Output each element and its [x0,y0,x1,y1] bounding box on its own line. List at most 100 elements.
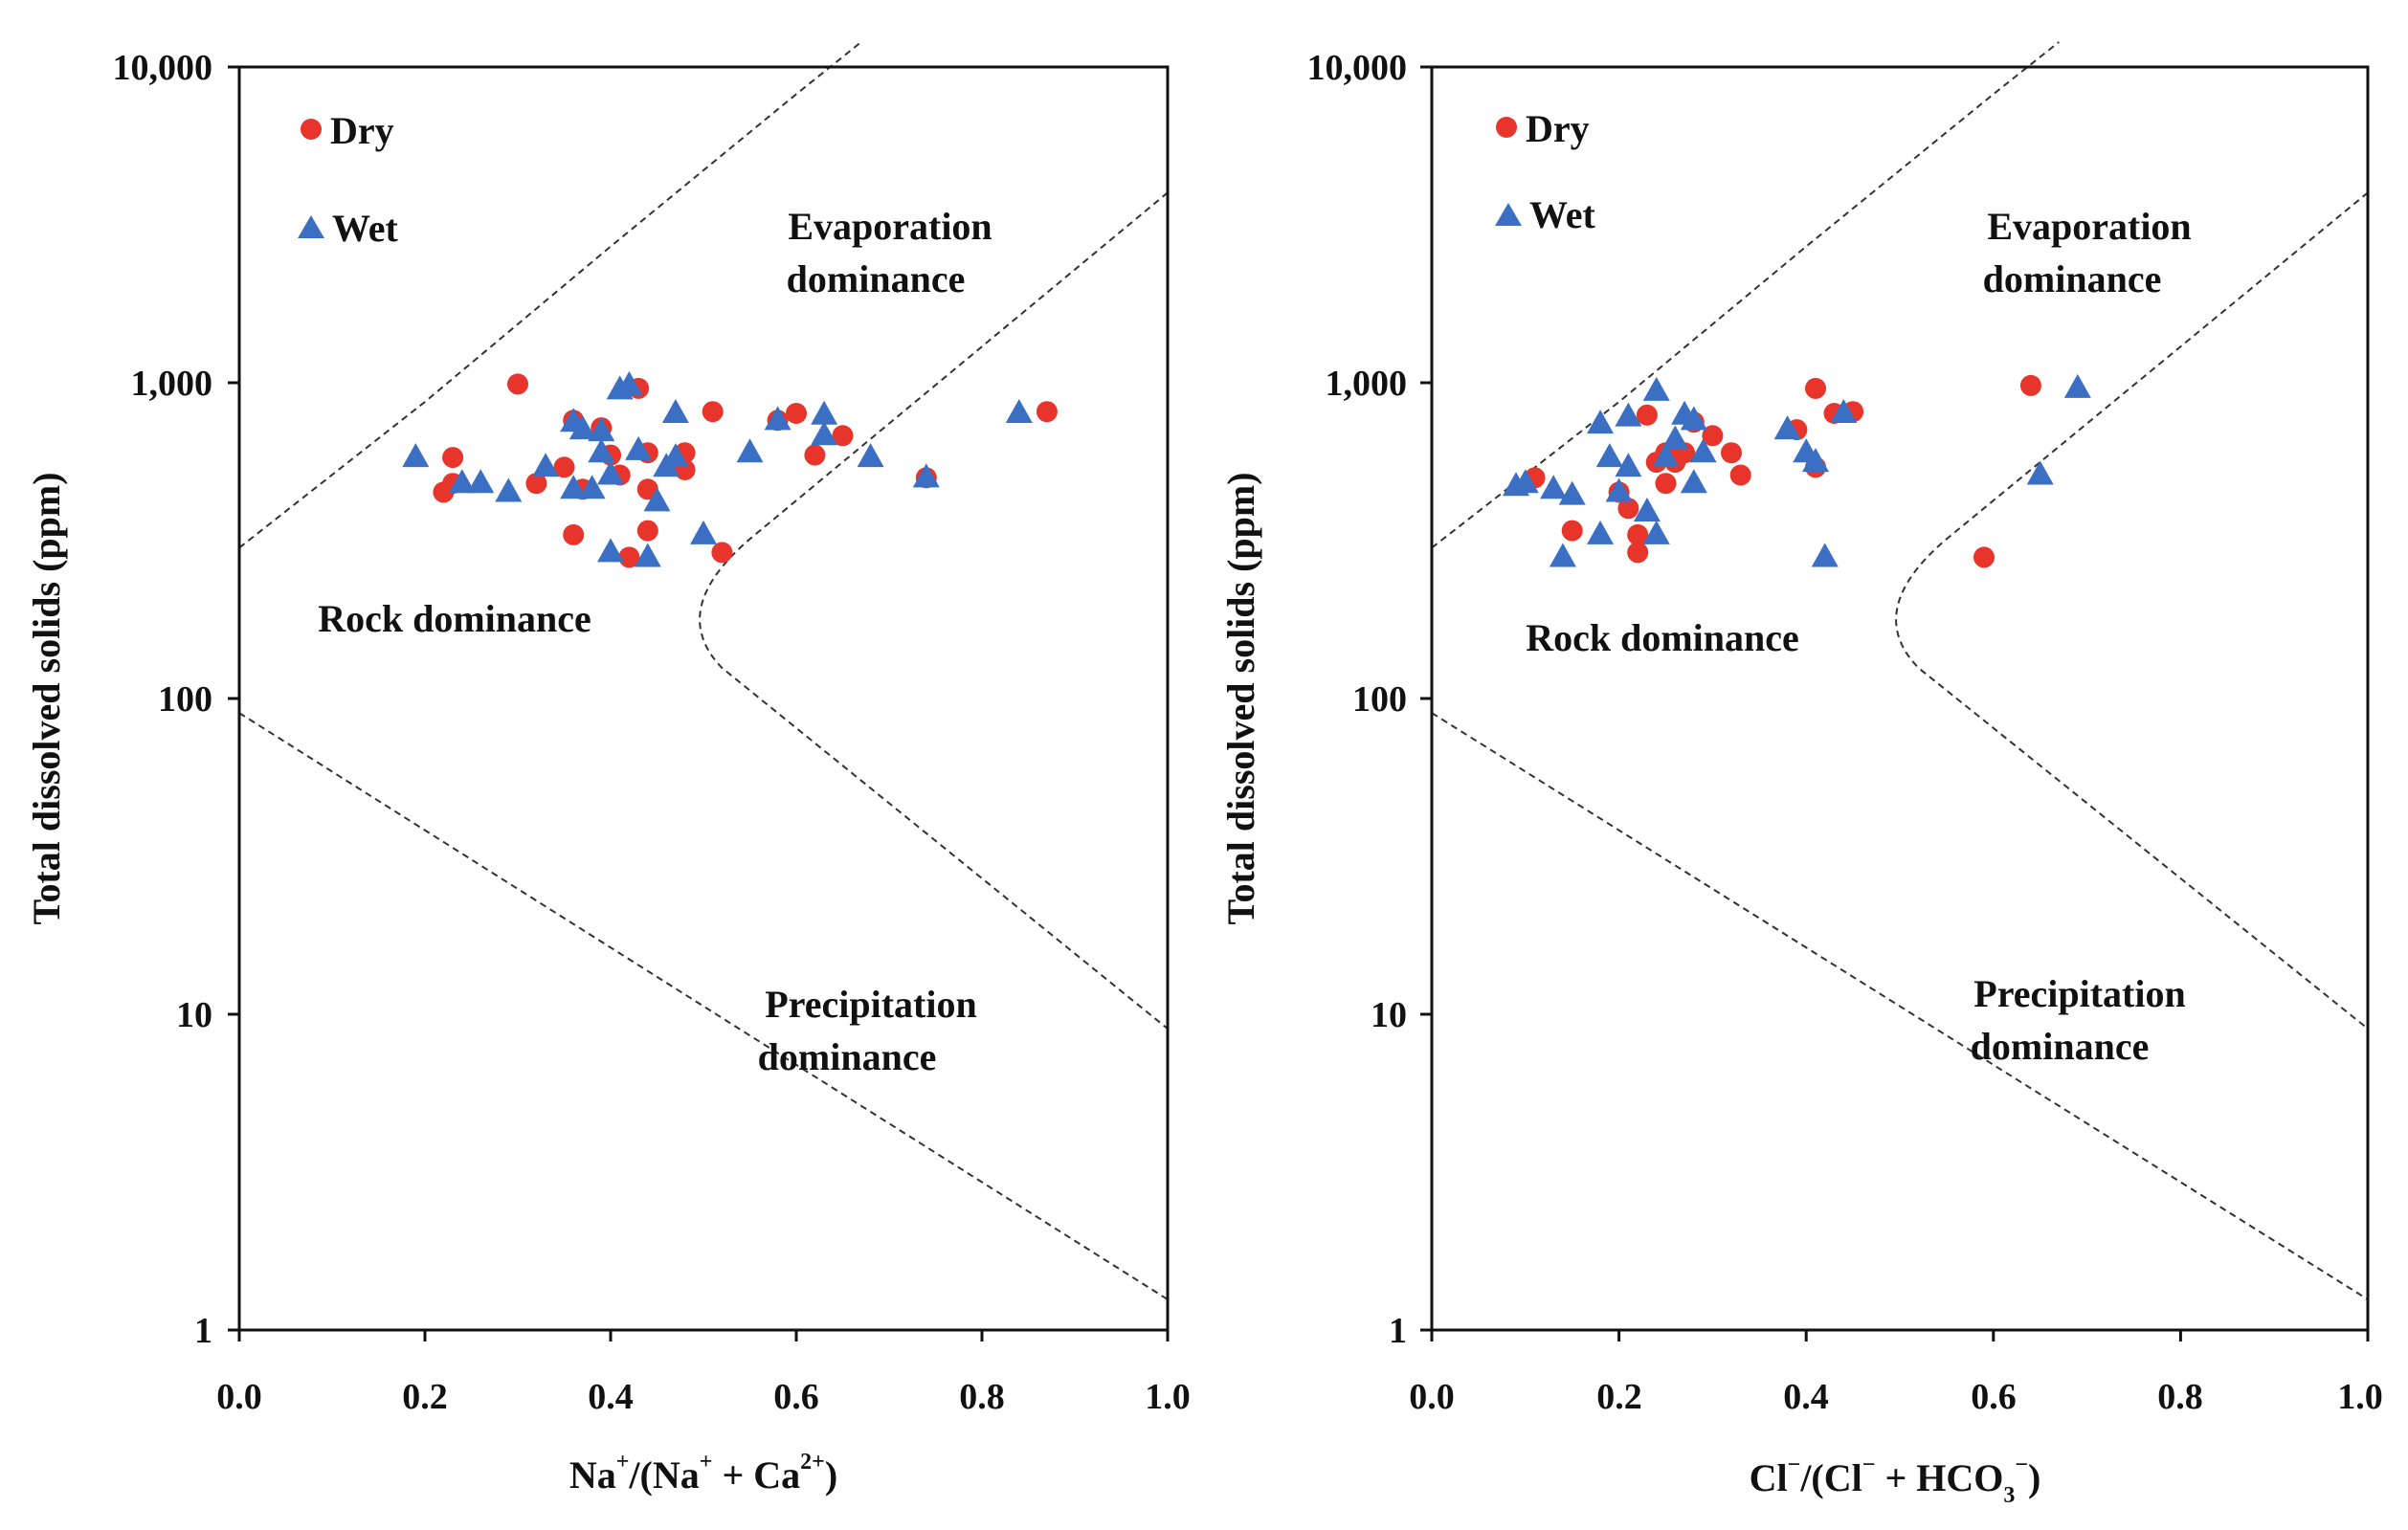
wet-point [736,438,764,463]
precipitation-label: dominance [758,1035,937,1078]
wet-point [448,469,476,494]
y-tick-label: 10,000 [113,48,213,88]
wet-point [569,415,596,440]
precipitation-boundary-curve [1431,191,2369,1300]
wet-point [1558,480,1586,505]
precipitation-boundary-curve [238,191,1169,1300]
wet-point [1595,443,1623,468]
x-tick-label: 0.0 [1409,1377,1455,1417]
dry-point [1805,377,1826,399]
dry-point [553,456,575,478]
dry-point [636,520,658,542]
x-ticks-left [237,1330,1170,1342]
rock-dominance-label: Rock dominance [318,597,591,640]
wet-point [1689,438,1717,463]
x-tick-label: 1.0 [2337,1377,2383,1417]
y-axis-title: Total dissolved solids (ppm) [25,472,68,924]
wet-point [625,435,653,460]
y-tick-label: 1 [1389,1311,1407,1351]
dry-point [1627,542,1649,564]
wet-point [1830,398,1858,423]
wet-point [1587,410,1615,434]
wet-point [597,538,624,563]
wet-point [1642,520,1670,544]
dry-point [711,542,733,564]
legend-dry-marker [301,119,322,140]
wet-point [1549,543,1576,567]
wet-point [1801,448,1829,473]
dry-point [1036,401,1058,423]
y-axis-title: Total dissolved solids (ppm) [1219,472,1262,924]
legend-dry-label: Dry [1526,107,1590,150]
dry-point [702,401,724,423]
x-tick-label: 1.0 [1145,1377,1191,1417]
y-tick-label: 100 [158,679,212,720]
wet-point [1633,497,1661,521]
evaporation-label: Evaporation [1987,205,2191,248]
wet-point [1605,477,1633,502]
dry-point [1561,520,1583,542]
y-tick-label: 10 [176,995,212,1035]
wet-point [597,460,624,485]
precipitation-label: Precipitation [765,983,976,1026]
dry-point [1655,473,1677,495]
dry-point [832,425,854,447]
wet-point [643,487,671,512]
wet-point [1661,425,1689,450]
chart-left: 0.0 0.2 0.4 0.6 0.8 1.0 1 10 100 1,000 1… [25,41,1191,1497]
y-tick-label: 1,000 [131,364,213,404]
x-tick-label: 0.0 [216,1377,262,1417]
wet-point [578,475,606,499]
y-tick-label: 1 [194,1311,212,1351]
evaporation-boundary-curve [1431,41,2060,549]
dry-point [1729,464,1751,486]
dry-point [1702,425,1724,447]
dry-point [1636,404,1658,426]
legend-dry-marker [1496,117,1517,138]
evaporation-label: Evaporation [788,205,992,248]
legend-right: Dry Wet [1495,107,1596,236]
points-right [1503,373,2091,568]
x-tick-label: 0.8 [959,1377,1005,1417]
legend-wet-marker [1495,203,1522,226]
points-left [402,370,1058,568]
wet-point [495,477,523,502]
wet-point [615,370,643,395]
legend-wet-marker [298,215,324,238]
wet-point [661,443,689,468]
wet-point [1615,453,1642,477]
dry-point [1721,442,1742,464]
dry-point [1627,523,1649,545]
dry-point [804,444,826,466]
wet-point [467,469,495,494]
x-axis-title: Na+/(Na+ + Ca2+) [569,1450,837,1497]
x-axis-title: Cl−/(Cl− + HCO3−) [1750,1452,2041,1508]
y-ticks-right [1420,65,1432,1332]
wet-point [2026,460,2054,485]
wet-point [588,438,615,463]
x-tick-label: 0.2 [1596,1377,1642,1417]
wet-point [634,543,661,567]
wet-point [857,443,884,468]
y-tick-labels-left: 1 10 100 1,000 10,000 [113,48,213,1351]
wet-point [1511,469,1539,494]
chart-right: 0.0 0.2 0.4 0.6 0.8 1.0 1 10 100 1,000 1… [1219,41,2383,1508]
legend-wet-label: Wet [1529,193,1596,236]
wet-point [588,417,615,442]
dry-point [442,447,464,469]
wet-point [1652,443,1680,468]
wet-point [764,406,792,431]
wet-point [1680,469,1707,494]
legend-left: Dry Wet [298,109,399,250]
x-tick-label: 0.2 [402,1377,448,1417]
dry-point [786,403,807,424]
wet-point [1773,415,1801,440]
legend-wet-label: Wet [332,207,399,250]
evaporation-label: dominance [1983,257,2162,300]
wet-point [1587,520,1615,544]
x-tick-label: 0.6 [773,1377,819,1417]
y-tick-label: 10 [1371,995,1407,1035]
dry-point [507,373,528,395]
dry-point [563,523,585,545]
